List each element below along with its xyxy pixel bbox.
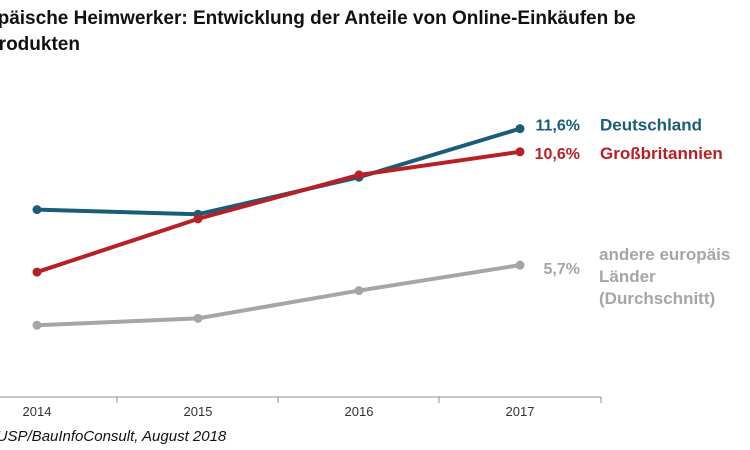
series-name-label-2-1: Länder bbox=[599, 267, 656, 286]
x-tick-label-2014: 2014 bbox=[23, 404, 52, 419]
data-point-1-2014 bbox=[32, 267, 42, 277]
end-value-label-0: 11,6% bbox=[536, 118, 580, 135]
series-name-label-2-2: (Durchschnitt) bbox=[599, 289, 715, 308]
chart-title-line-2: Produkten bbox=[0, 34, 80, 55]
end-value-label-1: 10,6% bbox=[535, 146, 580, 163]
series-name-label-1-0: Großbritannien bbox=[600, 144, 723, 163]
data-point-0-2017 bbox=[515, 124, 525, 134]
x-tick-label-2017: 2017 bbox=[506, 404, 535, 419]
chart-title-line-1: opäische Heimwerker: Entwicklung der Ant… bbox=[0, 8, 636, 29]
data-point-1-2017 bbox=[515, 147, 525, 157]
data-point-2-2015 bbox=[193, 313, 203, 323]
data-point-0-2014 bbox=[32, 205, 42, 215]
data-point-2-2016 bbox=[354, 286, 364, 296]
data-point-2-2014 bbox=[32, 320, 42, 330]
series-line-2 bbox=[35, 263, 522, 328]
series-line-1 bbox=[35, 149, 522, 275]
series-name-label-2-0: andere europäis bbox=[599, 245, 730, 264]
data-point-1-2015 bbox=[193, 214, 203, 224]
series-line-0 bbox=[35, 126, 522, 217]
source-note: e: USP/BauInfoConsult, August 2018 bbox=[0, 428, 227, 445]
data-point-1-2016 bbox=[354, 170, 364, 180]
data-point-2-2017 bbox=[515, 260, 525, 270]
end-value-label-2: 5,7% bbox=[544, 261, 580, 278]
series-name-label-0-0: Deutschland bbox=[600, 116, 702, 135]
x-tick-label-2016: 2016 bbox=[345, 404, 374, 419]
chart-title: opäische Heimwerker: Entwicklung der Ant… bbox=[0, 6, 746, 58]
x-tick-label-2015: 2015 bbox=[184, 404, 213, 419]
